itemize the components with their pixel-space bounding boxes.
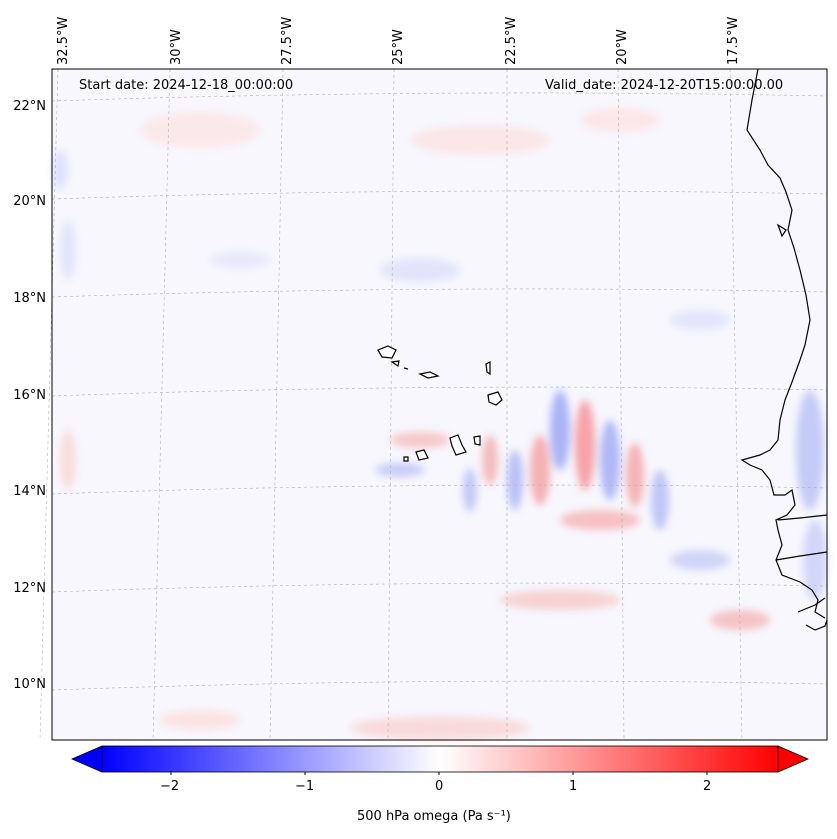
colorbar-tick-label: −1 [295, 779, 315, 794]
map-frame [51, 68, 828, 741]
lon-label: 30°W [169, 29, 184, 65]
colorbar-tick-label: 0 [435, 779, 444, 794]
colorbar-tick-label: 1 [569, 779, 578, 794]
colorbar-tick-marks [170, 772, 708, 775]
lat-label: 14°N [13, 484, 46, 499]
colorbar-tick-label: −2 [160, 779, 180, 794]
lon-label: 22.5°W [504, 16, 519, 65]
lat-label: 12°N [13, 581, 46, 596]
lon-label: 17.5°W [726, 16, 741, 65]
colorbar-tick-label: 2 [703, 779, 712, 794]
lon-label: 27.5°W [280, 16, 295, 65]
map-background [52, 69, 827, 740]
valid-date-label: Valid_date: 2024-12-20T15:00:00.00 [545, 78, 784, 93]
lon-label: 20°W [615, 29, 630, 65]
lat-label: 20°N [13, 194, 46, 209]
lat-label: 18°N [13, 291, 46, 306]
coastline [740, 68, 828, 631]
omega-field [52, 108, 827, 740]
lat-label: 22°N [13, 99, 46, 114]
lat-label: 10°N [13, 677, 46, 692]
colorbar [70, 745, 810, 775]
lon-label: 32.5°W [56, 16, 71, 65]
start-date-label: Start date: 2024-12-18_00:00:00 [79, 78, 294, 93]
cape-verde-islands [377, 345, 503, 462]
colorbar-label: 500 hPa omega (Pa s⁻¹) [357, 809, 511, 824]
colorbar-extend-low [70, 745, 103, 773]
gridlines [39, 68, 828, 741]
lat-label: 16°N [13, 388, 46, 403]
colorbar-body [101, 745, 779, 773]
colorbar-extend-high [777, 745, 810, 773]
lon-label: 25°W [391, 29, 406, 65]
